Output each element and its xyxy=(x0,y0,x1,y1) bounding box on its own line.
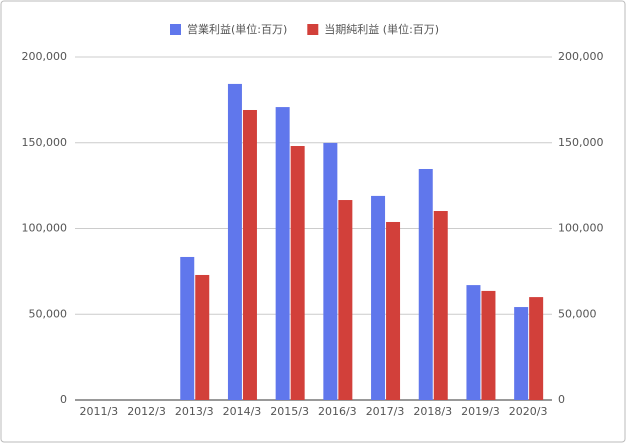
bar xyxy=(323,142,338,400)
bar xyxy=(338,200,353,400)
bar xyxy=(242,109,257,400)
bar xyxy=(371,195,386,400)
bar xyxy=(481,290,496,400)
bar xyxy=(433,211,448,400)
bar xyxy=(386,221,401,400)
y2-tick-label: 100,000 xyxy=(558,222,604,235)
y2-tick-label: 50,000 xyxy=(558,307,597,320)
legend-label: 当期純利益 (単位:百万) xyxy=(324,22,439,36)
bar xyxy=(290,146,305,400)
y2-tick-label: 200,000 xyxy=(558,50,604,63)
x-tick-label: 2013/3 xyxy=(175,405,214,418)
legend-swatch xyxy=(170,24,181,35)
bar xyxy=(180,256,195,400)
bar xyxy=(514,307,529,400)
y-tick-label: 0 xyxy=(60,393,67,406)
x-tick-label: 2017/3 xyxy=(366,405,405,418)
x-tick-label: 2014/3 xyxy=(223,405,262,418)
y2-tick-label: 0 xyxy=(558,393,565,406)
x-tick-label: 2011/3 xyxy=(79,405,118,418)
bar xyxy=(418,168,433,400)
y-tick-label: 100,000 xyxy=(22,222,68,235)
x-tick-label: 2012/3 xyxy=(127,405,166,418)
bar xyxy=(227,83,242,400)
y2-tick-label: 150,000 xyxy=(558,136,604,149)
legend-label: 営業利益(単位:百万) xyxy=(187,22,287,36)
bar xyxy=(529,297,544,400)
x-tick-label: 2020/3 xyxy=(509,405,548,418)
x-tick-label: 2018/3 xyxy=(413,405,452,418)
y-tick-label: 200,000 xyxy=(22,50,68,63)
bar xyxy=(195,274,210,400)
x-tick-label: 2016/3 xyxy=(318,405,357,418)
y-tick-label: 150,000 xyxy=(22,136,68,149)
x-tick-label: 2019/3 xyxy=(461,405,500,418)
bar xyxy=(466,285,481,400)
legend-swatch xyxy=(307,24,319,35)
bar xyxy=(275,107,290,400)
x-tick-label: 2015/3 xyxy=(270,405,309,418)
y-tick-label: 50,000 xyxy=(29,307,68,320)
